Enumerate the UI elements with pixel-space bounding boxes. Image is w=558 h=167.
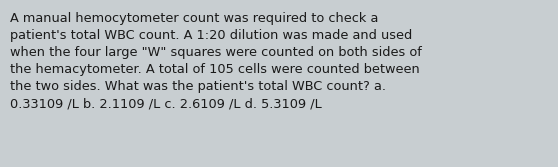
- Text: A manual hemocytometer count was required to check a
patient's total WBC count. : A manual hemocytometer count was require…: [10, 12, 422, 111]
